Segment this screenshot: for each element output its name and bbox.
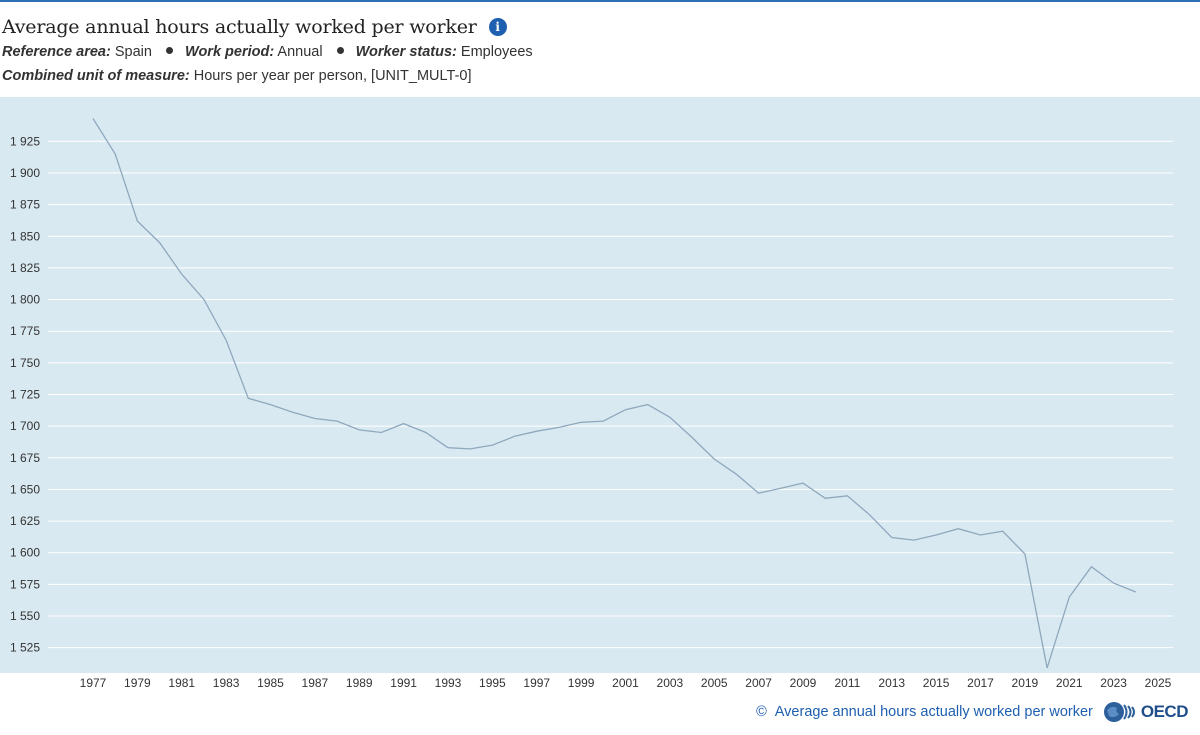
filter-label-worker-status: Worker status: xyxy=(355,44,457,60)
x-tick-label: 2003 xyxy=(657,676,684,690)
y-tick-label: 1 850 xyxy=(10,229,40,243)
separator-dot xyxy=(165,47,173,54)
x-tick-label: 1983 xyxy=(213,676,240,690)
y-tick-label: 1 825 xyxy=(10,261,40,275)
top-rule xyxy=(0,0,1200,2)
y-tick-label: 1 525 xyxy=(10,641,40,655)
filter-label-work-period: Work period: xyxy=(185,44,275,60)
x-tick-label: 2007 xyxy=(745,676,772,690)
y-tick-label: 1 675 xyxy=(10,451,40,465)
source-link[interactable]: Average annual hours actually worked per… xyxy=(774,704,1093,720)
x-tick-label: 2013 xyxy=(878,676,905,690)
chart-title: Average annual hours actually worked per… xyxy=(2,16,477,38)
separator-dot xyxy=(336,47,344,54)
x-tick-label: 1999 xyxy=(568,676,595,690)
y-tick-label: 1 700 xyxy=(10,419,40,433)
plot-background xyxy=(0,97,1200,673)
x-tick-label: 2019 xyxy=(1012,676,1039,690)
x-tick-label: 2009 xyxy=(790,676,817,690)
y-tick-label: 1 775 xyxy=(10,324,40,338)
filter-summary: Reference area: Spain Work period: Annua… xyxy=(2,44,533,60)
unit-of-measure: Combined unit of measure: Hours per year… xyxy=(2,68,472,84)
x-tick-label: 1991 xyxy=(390,676,417,690)
line-chart: 1 525 1 550 1 575 1 600 1 625 1 650 1 675 1 700… xyxy=(0,97,1200,690)
oecd-wordmark: OECD xyxy=(1140,702,1189,721)
copyright-symbol: © xyxy=(756,704,767,720)
x-tick-label: 2015 xyxy=(923,676,950,690)
filter-value-worker-status: Employees xyxy=(460,44,533,60)
y-tick-label: 1 650 xyxy=(10,482,40,496)
y-tick-label: 1 750 xyxy=(10,356,40,370)
x-tick-label: 1993 xyxy=(435,676,462,690)
title-row: Average annual hours actually worked per… xyxy=(2,12,507,42)
x-tick-label: 1997 xyxy=(523,676,550,690)
x-tick-label: 1981 xyxy=(168,676,195,690)
chart-footer: © Average annual hours actually worked p… xyxy=(756,700,1189,724)
y-tick-label: 1 600 xyxy=(10,546,40,560)
x-tick-label: 1977 xyxy=(80,676,107,690)
info-icon[interactable]: i xyxy=(488,18,507,36)
oecd-logo: OECD xyxy=(1103,701,1189,723)
x-tick-label: 2023 xyxy=(1100,676,1127,690)
x-tick-label: 2025 xyxy=(1145,676,1172,690)
unit-value: Hours per year per person, [UNIT_MULT-0] xyxy=(193,68,472,84)
x-tick-label: 2005 xyxy=(701,676,728,690)
x-tick-label: 2021 xyxy=(1056,676,1083,690)
x-tick-label: 1979 xyxy=(124,676,151,690)
y-tick-label: 1 725 xyxy=(10,387,40,401)
series-line xyxy=(92,118,1137,669)
y-tick-label: 1 550 xyxy=(10,609,40,623)
y-tick-label: 1 900 xyxy=(10,166,40,180)
y-tick-label: 1 800 xyxy=(10,293,40,307)
x-tick-label: 2001 xyxy=(612,676,639,690)
x-tick-label: 2017 xyxy=(967,676,994,690)
globe-icon xyxy=(1103,702,1135,722)
x-tick-label: 1995 xyxy=(479,676,506,690)
filter-label-reference-area: Reference area: xyxy=(2,44,111,60)
filter-value-reference-area: Spain xyxy=(114,44,152,60)
y-tick-label: 1 575 xyxy=(10,577,40,591)
y-tick-label: 1 875 xyxy=(10,198,40,212)
x-tick-label: 1985 xyxy=(257,676,284,690)
x-tick-label: 2011 xyxy=(834,676,860,690)
x-tick-label: 1989 xyxy=(346,676,373,690)
y-tick-label: 1 625 xyxy=(10,514,40,528)
y-tick-label: 1 925 xyxy=(10,134,40,148)
x-tick-label: 1987 xyxy=(302,676,329,690)
filter-value-work-period: Annual xyxy=(277,44,323,60)
unit-label: Combined unit of measure: xyxy=(2,68,190,84)
